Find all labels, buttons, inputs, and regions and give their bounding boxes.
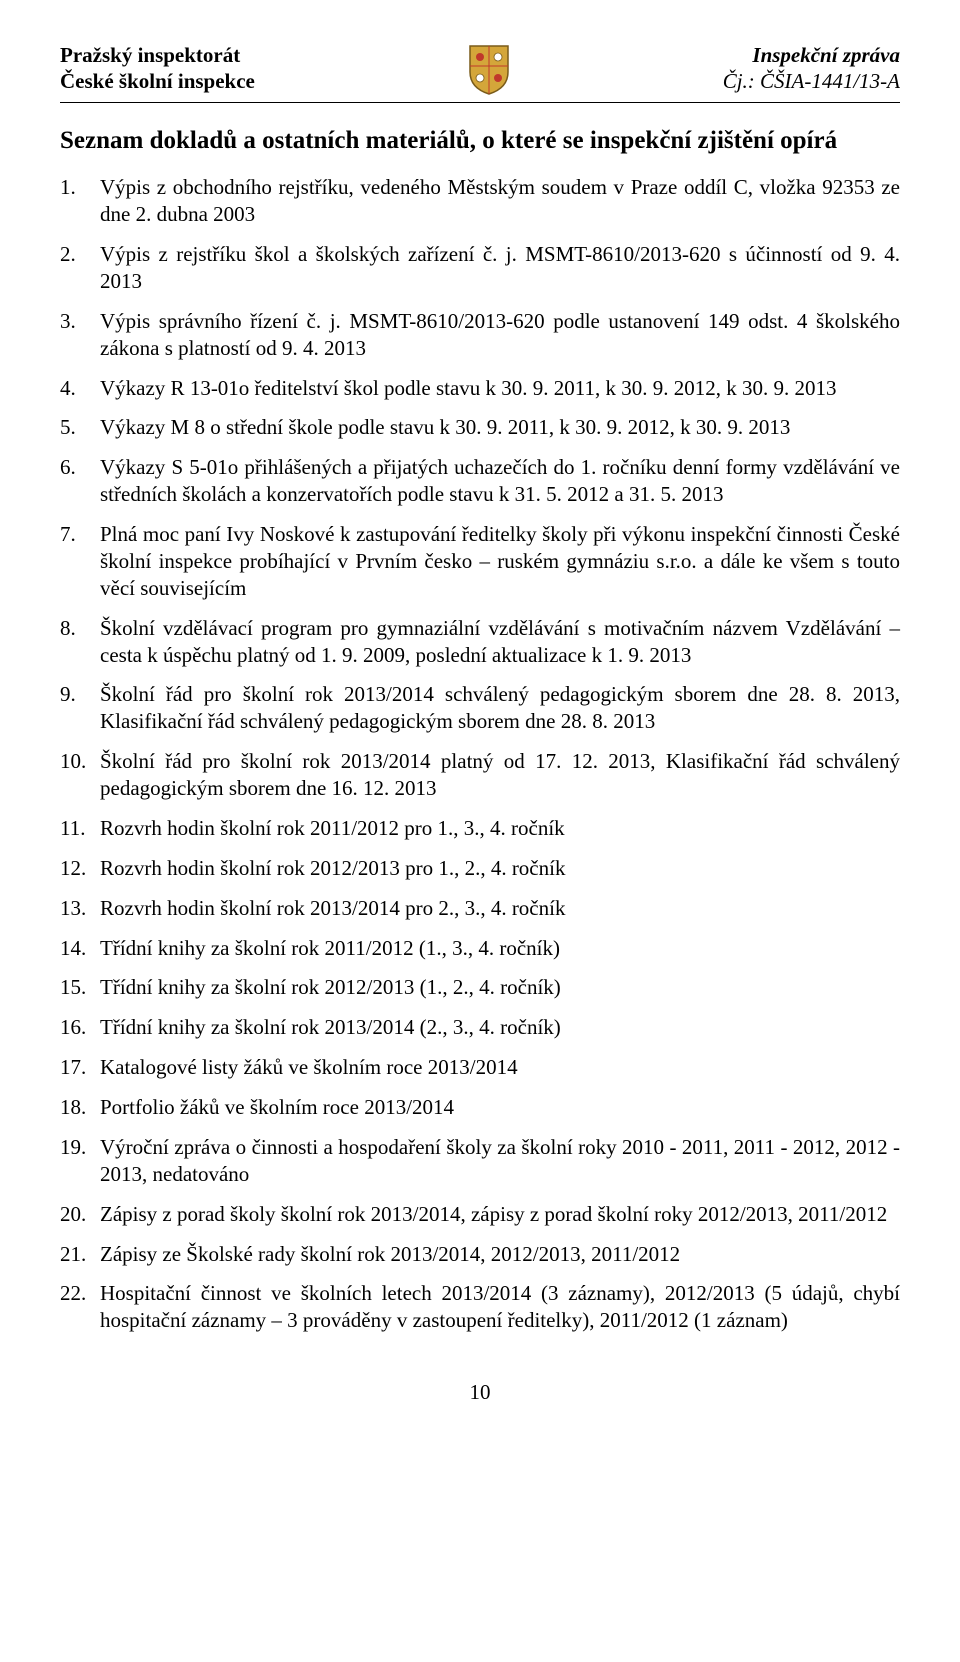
list-item-text: Výkazy M 8 o střední škole podle stavu k… xyxy=(100,415,790,439)
list-item-text: Školní řád pro školní rok 2013/2014 schv… xyxy=(100,682,900,733)
list-item-text: Plná moc paní Ivy Noskové k zastupování … xyxy=(100,522,900,600)
list-item-text: Rozvrh hodin školní rok 2011/2012 pro 1.… xyxy=(100,816,565,840)
list-item-text: Zápisy z porad školy školní rok 2013/201… xyxy=(100,1202,887,1226)
list-item-number: 20. xyxy=(60,1201,94,1228)
list-item-text: Výroční zpráva o činnosti a hospodaření … xyxy=(100,1135,900,1186)
list-item: 2.Výpis z rejstříku škol a školských zař… xyxy=(60,241,900,295)
header-reference: Čj.: ČŠIA-1441/13-A xyxy=(723,68,900,94)
list-item: 16.Třídní knihy za školní rok 2013/2014 … xyxy=(60,1014,900,1041)
list-item-number: 2. xyxy=(60,241,94,268)
list-item-text: Katalogové listy žáků ve školním roce 20… xyxy=(100,1055,518,1079)
list-item-number: 3. xyxy=(60,308,94,335)
list-item: 18.Portfolio žáků ve školním roce 2013/2… xyxy=(60,1094,900,1121)
header-org-line1: Pražský inspektorát xyxy=(60,42,255,68)
list-item-number: 22. xyxy=(60,1280,94,1307)
list-item-text: Třídní knihy za školní rok 2012/2013 (1.… xyxy=(100,975,561,999)
list-item-number: 10. xyxy=(60,748,94,775)
list-item-number: 12. xyxy=(60,855,94,882)
list-item-number: 15. xyxy=(60,974,94,1001)
header-report-title: Inspekční zpráva xyxy=(723,42,900,68)
list-item: 17.Katalogové listy žáků ve školním roce… xyxy=(60,1054,900,1081)
list-item-number: 19. xyxy=(60,1134,94,1161)
list-item-text: Výpis správního řízení č. j. MSMT-8610/2… xyxy=(100,309,900,360)
list-item-text: Školní vzdělávací program pro gymnaziáln… xyxy=(100,616,900,667)
list-item: 8.Školní vzdělávací program pro gymnaziá… xyxy=(60,615,900,669)
list-item-text: Zápisy ze Školské rady školní rok 2013/2… xyxy=(100,1242,680,1266)
header-divider xyxy=(60,102,900,103)
list-item: 10.Školní řád pro školní rok 2013/2014 p… xyxy=(60,748,900,802)
list-item-number: 11. xyxy=(60,815,94,842)
list-item-number: 1. xyxy=(60,174,94,201)
list-item-number: 8. xyxy=(60,615,94,642)
crest-icon xyxy=(466,42,512,96)
list-item: 4.Výkazy R 13-01o ředitelství škol podle… xyxy=(60,375,900,402)
list-item: 9.Školní řád pro školní rok 2013/2014 sc… xyxy=(60,681,900,735)
header-org-line2: České školní inspekce xyxy=(60,68,255,94)
list-item-number: 21. xyxy=(60,1241,94,1268)
list-item-text: Výpis z rejstříku škol a školských zaříz… xyxy=(100,242,900,293)
list-item-number: 17. xyxy=(60,1054,94,1081)
page-header: Pražský inspektorát České školní inspekc… xyxy=(60,42,900,96)
list-item-number: 18. xyxy=(60,1094,94,1121)
list-item: 21.Zápisy ze Školské rady školní rok 201… xyxy=(60,1241,900,1268)
list-item-text: Třídní knihy za školní rok 2011/2012 (1.… xyxy=(100,936,560,960)
list-item-text: Rozvrh hodin školní rok 2013/2014 pro 2.… xyxy=(100,896,565,920)
list-item-text: Třídní knihy za školní rok 2013/2014 (2.… xyxy=(100,1015,561,1039)
list-item-text: Výkazy S 5-01o přihlášených a přijatých … xyxy=(100,455,900,506)
list-item-number: 6. xyxy=(60,454,94,481)
header-left: Pražský inspektorát České školní inspekc… xyxy=(60,42,255,95)
list-item-number: 7. xyxy=(60,521,94,548)
list-item-text: Portfolio žáků ve školním roce 2013/2014 xyxy=(100,1095,454,1119)
list-item-text: Rozvrh hodin školní rok 2012/2013 pro 1.… xyxy=(100,856,565,880)
list-item: 14.Třídní knihy za školní rok 2011/2012 … xyxy=(60,935,900,962)
section-title: Seznam dokladů a ostatních materiálů, o … xyxy=(60,125,900,156)
page-number: 10 xyxy=(60,1380,900,1405)
list-item-number: 5. xyxy=(60,414,94,441)
list-item: 11.Rozvrh hodin školní rok 2011/2012 pro… xyxy=(60,815,900,842)
list-item: 5.Výkazy M 8 o střední škole podle stavu… xyxy=(60,414,900,441)
list-item: 22.Hospitační činnost ve školních letech… xyxy=(60,1280,900,1334)
list-item-number: 13. xyxy=(60,895,94,922)
list-item: 6.Výkazy S 5-01o přihlášených a přijatýc… xyxy=(60,454,900,508)
list-item-number: 16. xyxy=(60,1014,94,1041)
list-item-text: Hospitační činnost ve školních letech 20… xyxy=(100,1281,900,1332)
list-item-text: Výkazy R 13-01o ředitelství škol podle s… xyxy=(100,376,837,400)
list-item: 12.Rozvrh hodin školní rok 2012/2013 pro… xyxy=(60,855,900,882)
list-item-text: Výpis z obchodního rejstříku, vedeného M… xyxy=(100,175,900,226)
header-right: Inspekční zpráva Čj.: ČŠIA-1441/13-A xyxy=(723,42,900,95)
list-item-number: 9. xyxy=(60,681,94,708)
list-item: 1.Výpis z obchodního rejstříku, vedeného… xyxy=(60,174,900,228)
list-item-text: Školní řád pro školní rok 2013/2014 plat… xyxy=(100,749,900,800)
list-item: 3.Výpis správního řízení č. j. MSMT-8610… xyxy=(60,308,900,362)
list-item: 19.Výroční zpráva o činnosti a hospodaře… xyxy=(60,1134,900,1188)
document-list: 1.Výpis z obchodního rejstříku, vedeného… xyxy=(60,174,900,1334)
list-item: 13.Rozvrh hodin školní rok 2013/2014 pro… xyxy=(60,895,900,922)
list-item: 15.Třídní knihy za školní rok 2012/2013 … xyxy=(60,974,900,1001)
list-item-number: 4. xyxy=(60,375,94,402)
list-item-number: 14. xyxy=(60,935,94,962)
list-item: 20.Zápisy z porad školy školní rok 2013/… xyxy=(60,1201,900,1228)
list-item: 7.Plná moc paní Ivy Noskové k zastupován… xyxy=(60,521,900,602)
